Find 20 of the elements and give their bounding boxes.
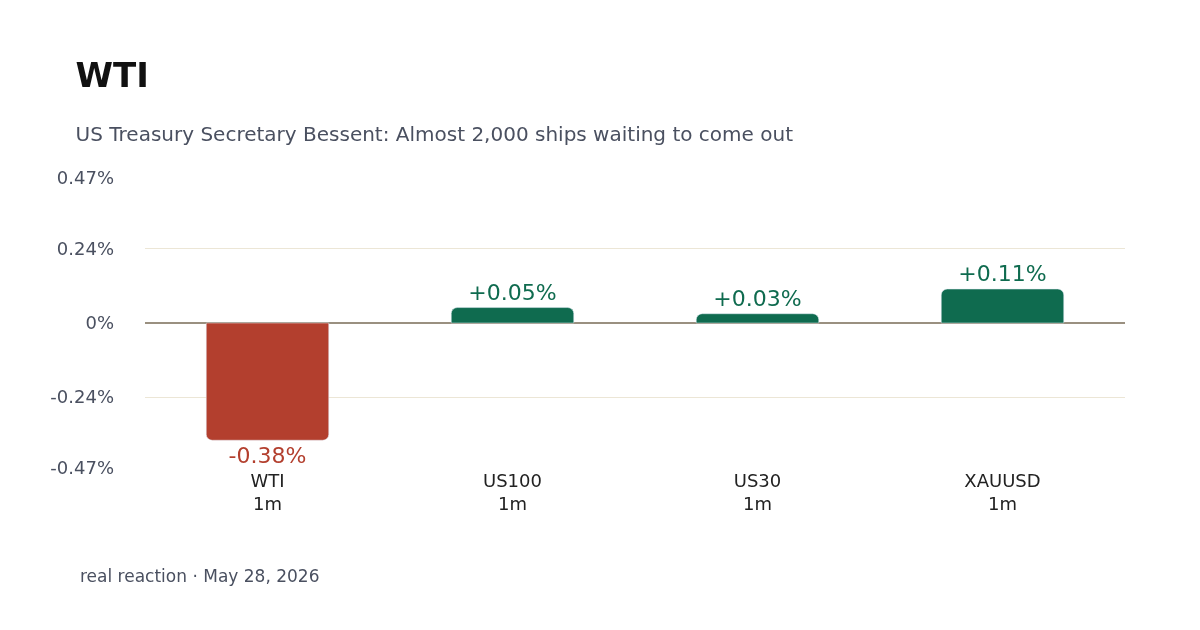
x-tick-label: WTI 1m <box>250 470 285 515</box>
y-tick-label: -0.24% <box>50 386 114 408</box>
data-label: +0.11% <box>958 261 1047 287</box>
bar <box>451 307 574 324</box>
y-tick-label: 0% <box>85 312 114 334</box>
data-label: +0.05% <box>468 279 557 305</box>
y-tick-label: 0.47% <box>56 167 114 189</box>
data-label: +0.03% <box>713 285 802 311</box>
x-tick-label: US30 1m <box>733 470 782 515</box>
y-tick-label: -0.47% <box>50 457 114 479</box>
x-tick-label: XAUUSD 1m <box>964 470 1041 515</box>
x-tick-label: US100 1m <box>483 470 542 515</box>
data-label: -0.38% <box>228 443 307 469</box>
chart-title: WTI <box>75 54 149 95</box>
bar <box>941 288 1064 324</box>
text: real reaction · May 28, 2026 <box>80 566 320 586</box>
chart-subtitle: US Treasury Secretary Bessent: Almost 2,000 ships waiting to come out <box>75 121 794 146</box>
bar <box>206 322 329 441</box>
y-tick-label: 0.24% <box>56 238 114 260</box>
bar <box>696 313 819 324</box>
